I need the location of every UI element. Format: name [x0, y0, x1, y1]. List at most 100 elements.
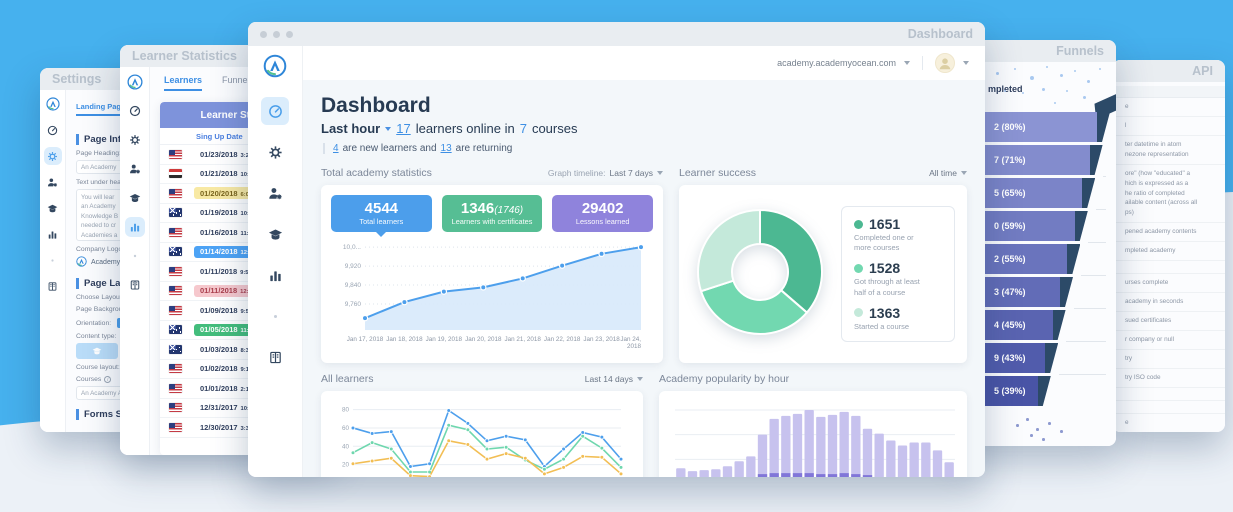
funnel-segment-label: 3 (47%) [994, 287, 1026, 297]
statistics-icon[interactable] [44, 225, 62, 243]
dashboard-icon[interactable] [44, 121, 62, 139]
page-title: Dashboard [321, 94, 431, 117]
settings-icon[interactable] [43, 147, 62, 165]
separator-dot-icon [125, 246, 145, 266]
settings-section-heading: Page La [76, 278, 247, 289]
avatar[interactable] [935, 53, 955, 73]
funnel-segment-label: 4 (45%) [994, 320, 1026, 330]
academy-domain-dropdown[interactable]: academy.academyocean.com [777, 58, 896, 68]
knowledge-base-icon[interactable] [44, 277, 62, 295]
chevron-down-icon[interactable] [385, 126, 392, 131]
logo-icon[interactable] [125, 72, 145, 92]
funnel-segment-label: 7 (71%) [994, 155, 1026, 165]
settings-icon[interactable] [125, 130, 145, 150]
panel-title-learner-success: Learner success [679, 167, 757, 179]
funnel-top-label: mpleted [988, 84, 1023, 94]
funnel-bubble [1004, 90, 1006, 92]
legend-entry: 1528 [854, 260, 942, 276]
courses-icon[interactable] [261, 220, 289, 248]
funnel-bubble [1042, 88, 1045, 91]
learners-icon[interactable] [261, 179, 289, 207]
api-titlebar[interactable]: API [1112, 60, 1225, 82]
online-count-link[interactable]: 17 [396, 121, 411, 136]
returning-learners-link[interactable]: 13 [440, 143, 452, 154]
new-vs-returning-note: 4 are new learners and 13 are returning [323, 143, 967, 154]
window-control-dot[interactable] [286, 30, 293, 38]
svg-text:60: 60 [342, 425, 350, 432]
window-control-dot[interactable] [273, 30, 280, 38]
chevron-down-icon [657, 171, 663, 175]
learner-stats-window-title: Learner Statistics [132, 49, 237, 63]
legend-caption: Started a course [854, 321, 910, 331]
app-topbar: academy.academyocean.com [303, 46, 985, 80]
window-controls[interactable] [260, 30, 293, 38]
period-dropdown[interactable]: Last hour [321, 121, 381, 136]
funnel-bubble [1022, 92, 1024, 94]
content-type-button[interactable] [76, 343, 118, 359]
us-flag-icon [169, 149, 182, 159]
api-table-row: try ISO code [1112, 369, 1225, 388]
logo-icon[interactable] [44, 95, 62, 113]
tab-landing-page[interactable]: Landing Page [76, 102, 126, 116]
funnel-bubble [1060, 74, 1063, 77]
svg-text:80: 80 [342, 407, 350, 414]
stat-chip: 4544 Total learners [331, 195, 432, 238]
statistics-icon[interactable] [124, 217, 145, 237]
api-table-row: l [1112, 117, 1225, 136]
learner-success-card: 1651 Completed one or more courses 1528 Got… [679, 185, 967, 363]
learner-success-timeframe-value: All time [929, 168, 957, 178]
divider [922, 56, 923, 70]
courses-icon[interactable] [125, 188, 145, 208]
statistics-icon[interactable] [261, 261, 289, 289]
us-flag-icon [169, 305, 182, 315]
total-learners-line-chart: 9,760 9,840 9,920 10,0... Jan 17, 2018 Jan 18… [331, 238, 653, 355]
all-learners-timeframe-value: Last 14 days [584, 374, 633, 384]
stat-label: Learners with certificates [451, 217, 533, 227]
legend-value: 1363 [869, 304, 901, 321]
legend-value: 1528 [869, 260, 901, 277]
settings-window-title: Settings [52, 72, 102, 86]
all-learners-timeframe-dropdown[interactable]: Last 14 days [585, 374, 643, 384]
settings-field-label: Course layout: [76, 364, 120, 371]
learner-stats-sidebar [120, 67, 150, 455]
dashboard-icon[interactable] [261, 97, 289, 125]
tab-learners[interactable]: Learners [164, 75, 203, 91]
settings-field-label: Choose Layout [76, 294, 122, 301]
learner-success-timeframe-dropdown[interactable]: All time [929, 168, 967, 178]
user-icon [939, 58, 951, 70]
new-learners-link[interactable]: 4 [333, 143, 339, 154]
settings-field-label: Page Heading: [76, 150, 121, 157]
chevron-down-icon[interactable] [904, 61, 910, 65]
settings-icon[interactable] [261, 138, 289, 166]
knowledge-base-icon[interactable] [125, 275, 145, 295]
settings-field-label: Content type: [76, 333, 117, 340]
au-flag-icon [169, 325, 182, 335]
us-flag-icon [169, 188, 182, 198]
stat-chips: 4544 Total learners 1346(1746) Learners wit… [331, 195, 654, 238]
tab-funnels[interactable]: Funnels [222, 75, 255, 85]
learners-icon[interactable] [125, 159, 145, 179]
legend-entry: 1651 [854, 216, 942, 232]
api-table-row: academy in seconds [1112, 293, 1225, 312]
panel-title-total-statistics: Total academy statistics [321, 167, 432, 179]
dashboard-titlebar[interactable]: Dashboard [248, 22, 985, 46]
learner-success-donut-chart [691, 203, 829, 346]
funnel-drip-dot [1060, 430, 1063, 433]
learners-icon[interactable] [44, 173, 62, 191]
funnel-bubble [1014, 68, 1016, 70]
legend-item: 1363 Started a course [854, 305, 942, 332]
funnels-titlebar[interactable]: Funnels [956, 40, 1116, 62]
chevron-down-icon[interactable] [963, 61, 969, 65]
graph-timeline-dropdown[interactable]: Graph timeline: Last 7 days [548, 168, 663, 178]
window-control-dot[interactable] [260, 30, 267, 38]
info-icon[interactable]: i [104, 376, 112, 383]
courses-icon[interactable] [44, 199, 62, 217]
logo-icon[interactable] [261, 52, 289, 80]
knowledge-base-icon[interactable] [261, 343, 289, 371]
legend-item: 1528 Got through at least half of a cours… [854, 260, 942, 297]
dashboard-icon[interactable] [125, 101, 145, 121]
legend-dot [854, 263, 863, 273]
legend-dot [854, 219, 863, 229]
